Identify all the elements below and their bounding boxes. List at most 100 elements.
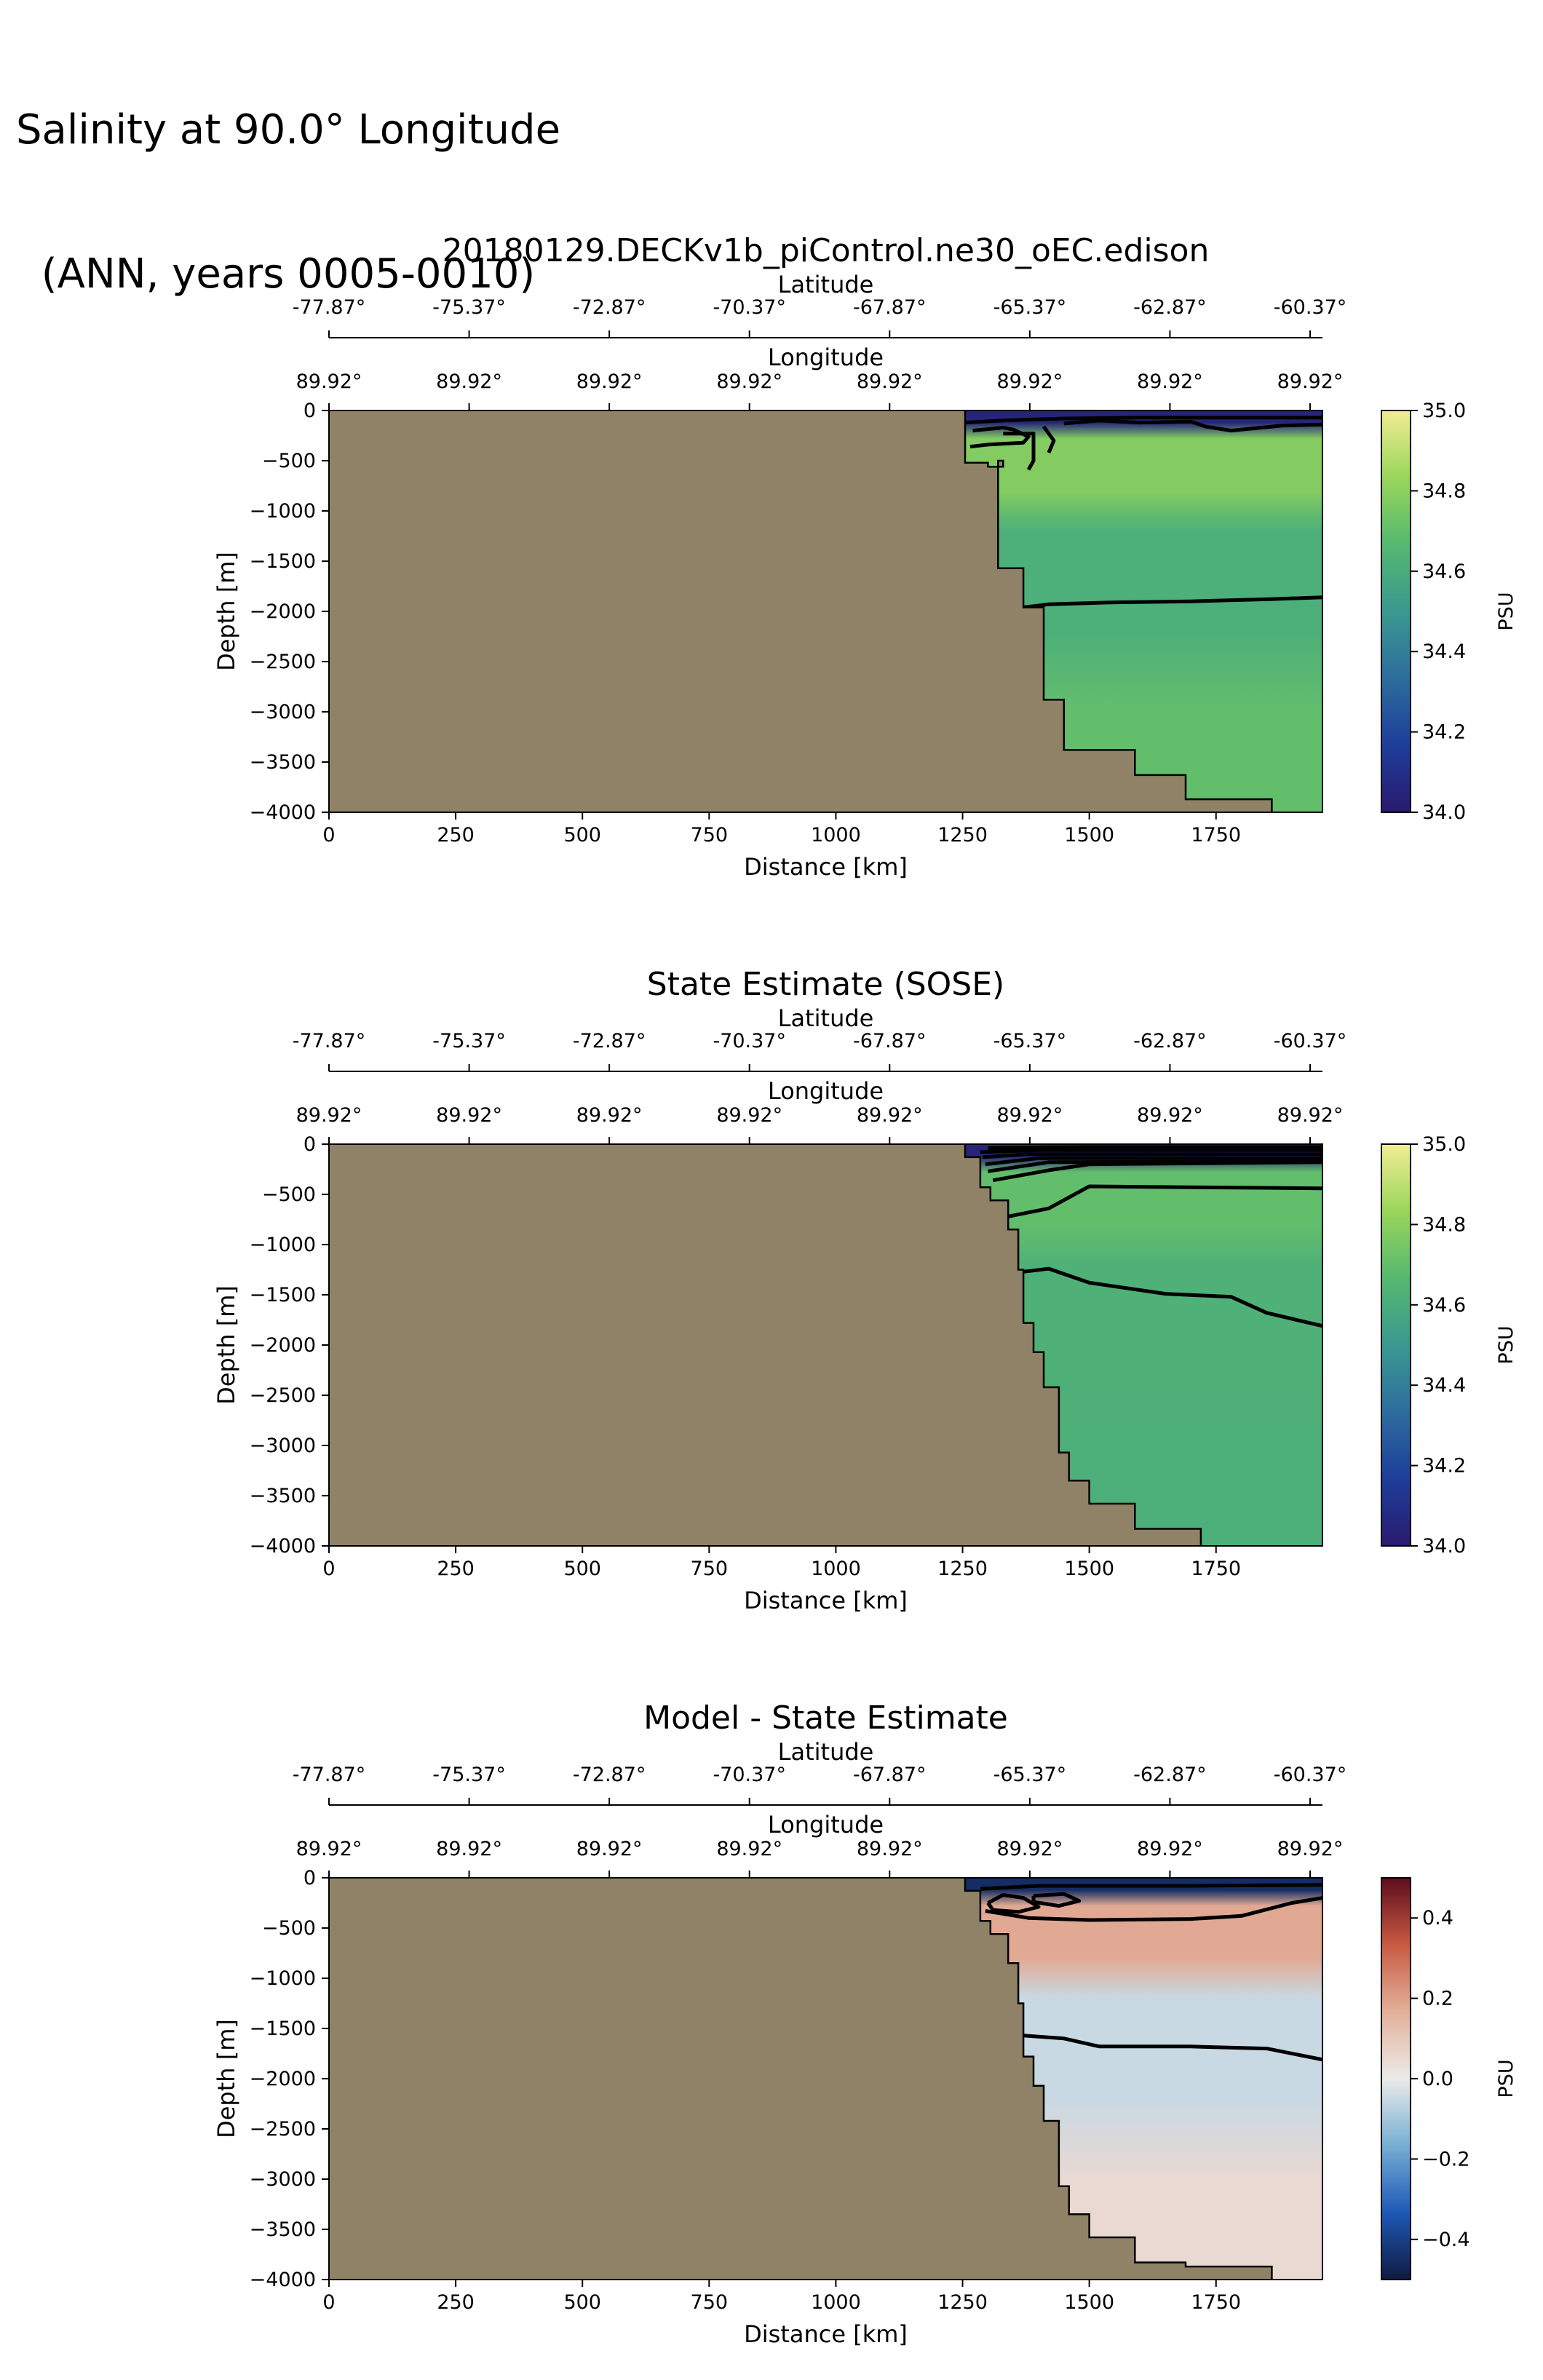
lon-tick-label: 89.92° xyxy=(716,1838,782,1860)
lat-tick-label: -75.37° xyxy=(432,296,506,319)
seafloor-outline xyxy=(964,1878,1273,2280)
x-tick-label: 750 xyxy=(691,2291,729,2314)
lon-tick-label: 89.92° xyxy=(716,370,782,393)
x-tick-label: 500 xyxy=(563,2291,601,2314)
x-tick-label: 250 xyxy=(437,1558,475,1580)
lon-tick-label: 89.92° xyxy=(1277,370,1344,393)
colorbar xyxy=(1381,410,1411,813)
lon-tick-label: 89.92° xyxy=(996,1838,1063,1860)
lat-tick-label: -72.87° xyxy=(573,296,646,319)
x-tick-label: 750 xyxy=(691,824,729,846)
lat-tick-label: -65.37° xyxy=(993,296,1067,319)
x-axis-label: Distance [km] xyxy=(744,1587,908,1614)
figure-title-line-1: Salinity at 90.0° Longitude xyxy=(16,106,561,154)
x-tick-label: 1500 xyxy=(1064,824,1114,846)
latitude-axis-label: Latitude xyxy=(778,1004,874,1032)
colorbar-tick-label: 34.6 xyxy=(1422,1294,1466,1317)
y-tick-label: −2500 xyxy=(250,1384,316,1407)
x-tick-label: 0 xyxy=(322,1558,335,1580)
x-tick-label: 1500 xyxy=(1064,2291,1114,2314)
colorbar-tick-label: 34.8 xyxy=(1422,480,1466,502)
seafloor-outline xyxy=(964,410,1273,812)
lon-tick-label: 89.92° xyxy=(1277,1104,1344,1127)
lat-tick-label: -60.37° xyxy=(1274,1764,1347,1786)
lat-tick-label: -77.87° xyxy=(293,1030,366,1052)
colorbar-tick-label: 0.0 xyxy=(1422,2068,1453,2090)
contour-line-6 xyxy=(992,1160,1322,1183)
lat-tick-label: -77.87° xyxy=(293,1764,366,1786)
y-tick-label: −3500 xyxy=(250,1485,316,1507)
lat-tick-label: -65.37° xyxy=(993,1030,1067,1052)
contour-line-4 xyxy=(985,1156,1322,1167)
lat-tick-label: -72.87° xyxy=(573,1764,646,1786)
x-tick-label: 0 xyxy=(322,824,335,846)
lat-tick-label: -65.37° xyxy=(993,1764,1067,1786)
lon-tick-label: 89.92° xyxy=(296,1104,362,1127)
y-tick-label: −3000 xyxy=(250,2168,316,2191)
colorbar-tick-label: 34.0 xyxy=(1422,1535,1466,1558)
colorbar-tick-label: 34.4 xyxy=(1422,1374,1466,1397)
contour-line-8 xyxy=(1023,1266,1322,1328)
lon-tick-label: 89.92° xyxy=(857,1838,923,1860)
lon-tick-label: 89.92° xyxy=(436,1104,502,1127)
x-tick-label: 1750 xyxy=(1191,2291,1241,2314)
colorbar-tick-label: 34.4 xyxy=(1422,640,1466,663)
colorbar-tick-label: −0.2 xyxy=(1422,2148,1470,2170)
lat-tick-label: -72.87° xyxy=(573,1030,646,1052)
y-tick-label: −1500 xyxy=(250,2018,316,2040)
contour-line-5 xyxy=(1063,419,1322,433)
x-tick-label: 250 xyxy=(437,2291,475,2314)
lat-tick-label: -70.37° xyxy=(713,296,786,319)
y-tick-label: −3000 xyxy=(250,701,316,723)
plot-area xyxy=(329,1144,1322,1546)
x-tick-label: 750 xyxy=(691,1558,729,1580)
lon-tick-label: 89.92° xyxy=(1137,370,1203,393)
lat-tick-label: -67.87° xyxy=(853,296,927,319)
lat-tick-label: -70.37° xyxy=(713,1764,786,1786)
lat-tick-label: -75.37° xyxy=(432,1030,506,1052)
lon-tick-label: 89.92° xyxy=(996,1104,1063,1127)
contour-line-2 xyxy=(969,426,1031,449)
contour-line-1 xyxy=(964,416,1322,425)
lat-tick-label: -70.37° xyxy=(713,1030,786,1052)
y-tick-label: −500 xyxy=(262,450,316,472)
lat-tick-label: -60.37° xyxy=(1274,1030,1347,1052)
y-axis-label: Depth [m] xyxy=(213,2019,240,2138)
lat-tick-label: -62.87° xyxy=(1133,1030,1207,1052)
longitude-axis-label: Longitude xyxy=(768,1077,884,1105)
contour-line-2 xyxy=(980,1148,1322,1154)
lon-tick-label: 89.92° xyxy=(1137,1838,1203,1860)
figure-title: Salinity at 90.0° Longitude (ANN, years … xyxy=(16,10,560,346)
figure-title-line-2: (ANN, years 0005-0010) xyxy=(41,250,536,298)
colorbar-tick-label: 35.0 xyxy=(1422,400,1466,422)
colorbar-tick-label: 34.2 xyxy=(1422,721,1466,744)
panel-1: 20180129.DECKv1b_piControl.ne30_oEC.edis… xyxy=(213,232,1518,881)
contour-line-3 xyxy=(985,1896,1322,1922)
contour-line-1 xyxy=(988,1145,1322,1150)
y-tick-label: −2500 xyxy=(250,651,316,673)
seafloor-outline xyxy=(964,1144,1202,1546)
lon-tick-label: 89.92° xyxy=(436,1838,502,1860)
latitude-axis-label: Latitude xyxy=(778,271,874,298)
contour-line-4 xyxy=(1042,425,1056,453)
x-tick-label: 1250 xyxy=(937,1558,988,1580)
x-tick-label: 1750 xyxy=(1191,824,1241,846)
y-tick-label: 0 xyxy=(304,400,316,422)
lon-tick-label: 89.92° xyxy=(1137,1104,1203,1127)
colorbar-tick-label: 34.0 xyxy=(1422,801,1466,824)
land-mask xyxy=(329,1878,1272,2280)
y-tick-label: −3500 xyxy=(250,751,316,774)
y-tick-label: −4000 xyxy=(250,2269,316,2291)
land-mask xyxy=(329,410,1272,812)
y-tick-label: −3000 xyxy=(250,1435,316,1457)
contour-line-2 xyxy=(986,1893,1041,1914)
colorbar-label: PSU xyxy=(1495,2059,1518,2098)
panel-title: 20180129.DECKv1b_piControl.ne30_oEC.edis… xyxy=(443,232,1210,269)
x-tick-label: 1000 xyxy=(811,1558,861,1580)
lon-tick-label: 89.92° xyxy=(576,370,643,393)
plot-area xyxy=(329,410,1322,812)
y-tick-label: −4000 xyxy=(250,1535,316,1558)
lon-tick-label: 89.92° xyxy=(576,1104,643,1127)
